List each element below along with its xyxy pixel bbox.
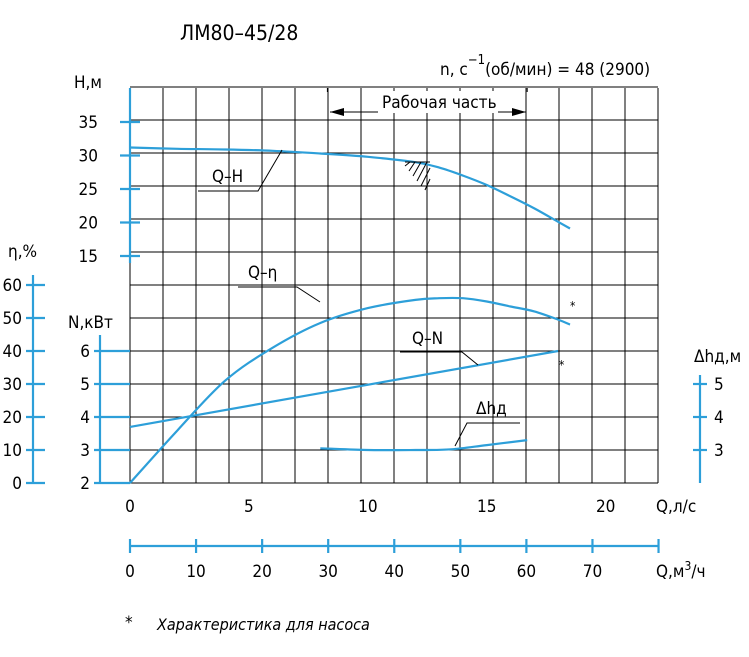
flow-ls-tick-label: 5 [244,497,254,517]
efficiency-tick-label: 60 [3,276,22,296]
qeta-curve-label: Q–η [248,263,277,283]
npsh-tick-label: 4 [714,408,724,428]
working-zone-label-bg [378,91,498,113]
flow-m3h-tick-label: 20 [252,562,271,582]
power-axis-label: N,кВт [68,313,113,333]
qn-curve-label: Q–N [412,329,443,349]
flow-m3h-tick-label: 10 [186,562,205,582]
hatch-stroke [412,161,422,177]
flow-ls-tick-label: 0 [125,497,135,517]
head-tick-label: 30 [79,147,98,167]
curve-labels-group: Q–H Q–η Q–N Δhд [198,149,520,447]
flow-m3h-tick-label: 30 [318,562,337,582]
flow-ls-tick-label: 10 [358,497,377,517]
head-tick-label: 20 [79,214,98,234]
flow-m3h-tick-label: 0 [125,562,135,582]
flow-m3h-tick-label: 40 [385,562,404,582]
efficiency-curve-Qeta [129,296,571,484]
axes-group: 1520253035Н,м0102030405060η,%23456N,кВт3… [3,73,742,582]
head-tick-label: 25 [79,180,98,200]
power-curve-QN [129,349,559,428]
hatch-stroke [420,167,431,187]
chart-title: ЛМ80–45/28 [180,21,298,45]
qeta-leader-line [238,286,321,303]
efficiency-tick-label: 30 [3,375,22,395]
flow-m3h-axis-label: Q,м3/ч [656,559,706,582]
npsh-curve [320,439,528,452]
efficiency-tick-label: 20 [3,408,22,428]
flow-m3h-tick-label: 70 [583,562,602,582]
efficiency-axis-label: η,% [8,242,37,262]
working-zone-arrow-right [512,108,526,116]
qh-curve-label: Q–H [212,167,243,187]
power-tick-label: 3 [80,441,90,461]
efficiency-tick-label: 40 [3,342,22,362]
head-curve-QH [129,146,571,230]
footnote-marker-efficiency: * [570,299,576,313]
hatch-stroke [416,161,428,182]
footnote-text: Характеристика для насоса [156,615,370,634]
hatch-stroke [408,161,416,172]
head-axis-label: Н,м [74,73,102,93]
footnote-marker-power: * [559,358,565,372]
efficiency-tick-label: 10 [3,441,22,461]
hatch-mark [404,161,431,191]
footnote-marker: * [125,613,133,633]
npsh-axis-label: Δhд,м [694,347,741,367]
flow-m3h-tick-label: 50 [451,562,470,582]
flow-ls-tick-label: 20 [596,497,615,517]
working-zone: Рабочая часть [326,88,528,116]
qh-leader-line [198,149,283,192]
npsh-tick-label: 5 [714,375,724,395]
flow-ls-axis-label: Q,л/с [656,497,696,517]
head-tick-label: 35 [79,113,98,133]
power-tick-label: 2 [80,474,90,494]
npsh-leader-line [454,422,520,447]
efficiency-tick-label: 50 [3,309,22,329]
working-zone-arrow-left [330,108,344,116]
power-tick-label: 6 [80,342,90,362]
hatch-stroke [404,161,411,167]
speed-label: n, с−1(об/мин) = 48 (2900) [440,53,650,80]
efficiency-tick-label: 0 [12,474,22,494]
power-tick-label: 5 [80,375,90,395]
chart-grid [129,86,659,484]
npsh-curve-label: Δhд [476,399,507,419]
power-tick-label: 4 [80,408,90,428]
curves-group [129,146,571,484]
flow-ls-tick-label: 15 [477,497,496,517]
qn-leader-line [400,351,479,366]
flow-m3h-tick-label: 60 [517,562,536,582]
head-tick-label: 15 [79,247,98,267]
npsh-tick-label: 3 [714,441,724,461]
hatch-stroke [424,178,431,191]
working-zone-label: Рабочая часть [382,93,497,113]
